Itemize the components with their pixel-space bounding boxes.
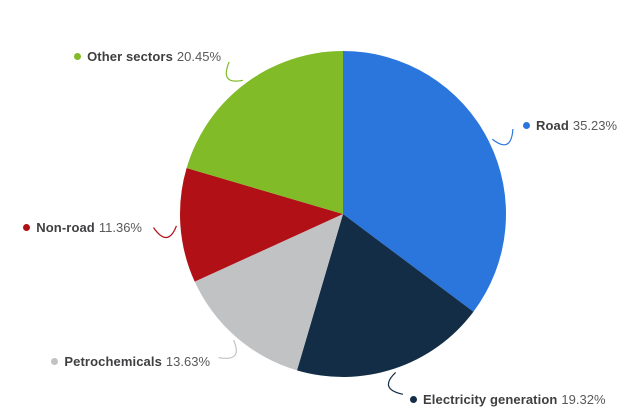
pie-slice-other-sectors[interactable] (186, 50, 343, 215)
pie-slice-petrochemicals[interactable] (194, 214, 343, 371)
pie-slice-non-road[interactable] (179, 168, 343, 282)
pie-slice-electricity-generation[interactable] (296, 214, 474, 378)
slice-percentage: 13.63% (165, 354, 210, 369)
slice-name: Electricity generation (423, 392, 558, 407)
slice-percentage: 11.36% (98, 220, 142, 235)
slice-name: Non-road (36, 220, 95, 235)
legend-bullet-icon (51, 358, 59, 365)
leader-line-non-road (152, 225, 177, 239)
legend-bullet-icon (410, 396, 417, 403)
slice-name: Other sectors (87, 49, 173, 64)
leader-line-road (491, 128, 514, 146)
slice-percentage: 35.23% (572, 118, 617, 133)
pie-label-road: Road 35.23% (523, 118, 617, 134)
pie-label-electricity-generation: Electricity generation 19.32% (410, 392, 606, 408)
slice-percentage: 20.45% (176, 49, 221, 64)
leader-line-electricity-generation (387, 372, 404, 395)
legend-bullet-icon (74, 53, 82, 60)
pie-label-other-sectors: Other sectors 20.45% (74, 49, 221, 65)
pie-slice-road[interactable] (343, 51, 506, 312)
legend-bullet-icon (523, 122, 530, 129)
legend-bullet-icon (23, 224, 31, 231)
slice-name: Road (536, 118, 569, 133)
slice-percentage: 19.32% (561, 392, 606, 407)
pie-label-petrochemicals: Petrochemicals 13.63% (51, 354, 210, 370)
leader-line-petrochemicals (218, 339, 237, 359)
leader-line-other-sectors (225, 61, 244, 82)
slice-name: Petrochemicals (64, 354, 162, 369)
pie-label-non-road: Non-road 11.36% (23, 220, 142, 236)
